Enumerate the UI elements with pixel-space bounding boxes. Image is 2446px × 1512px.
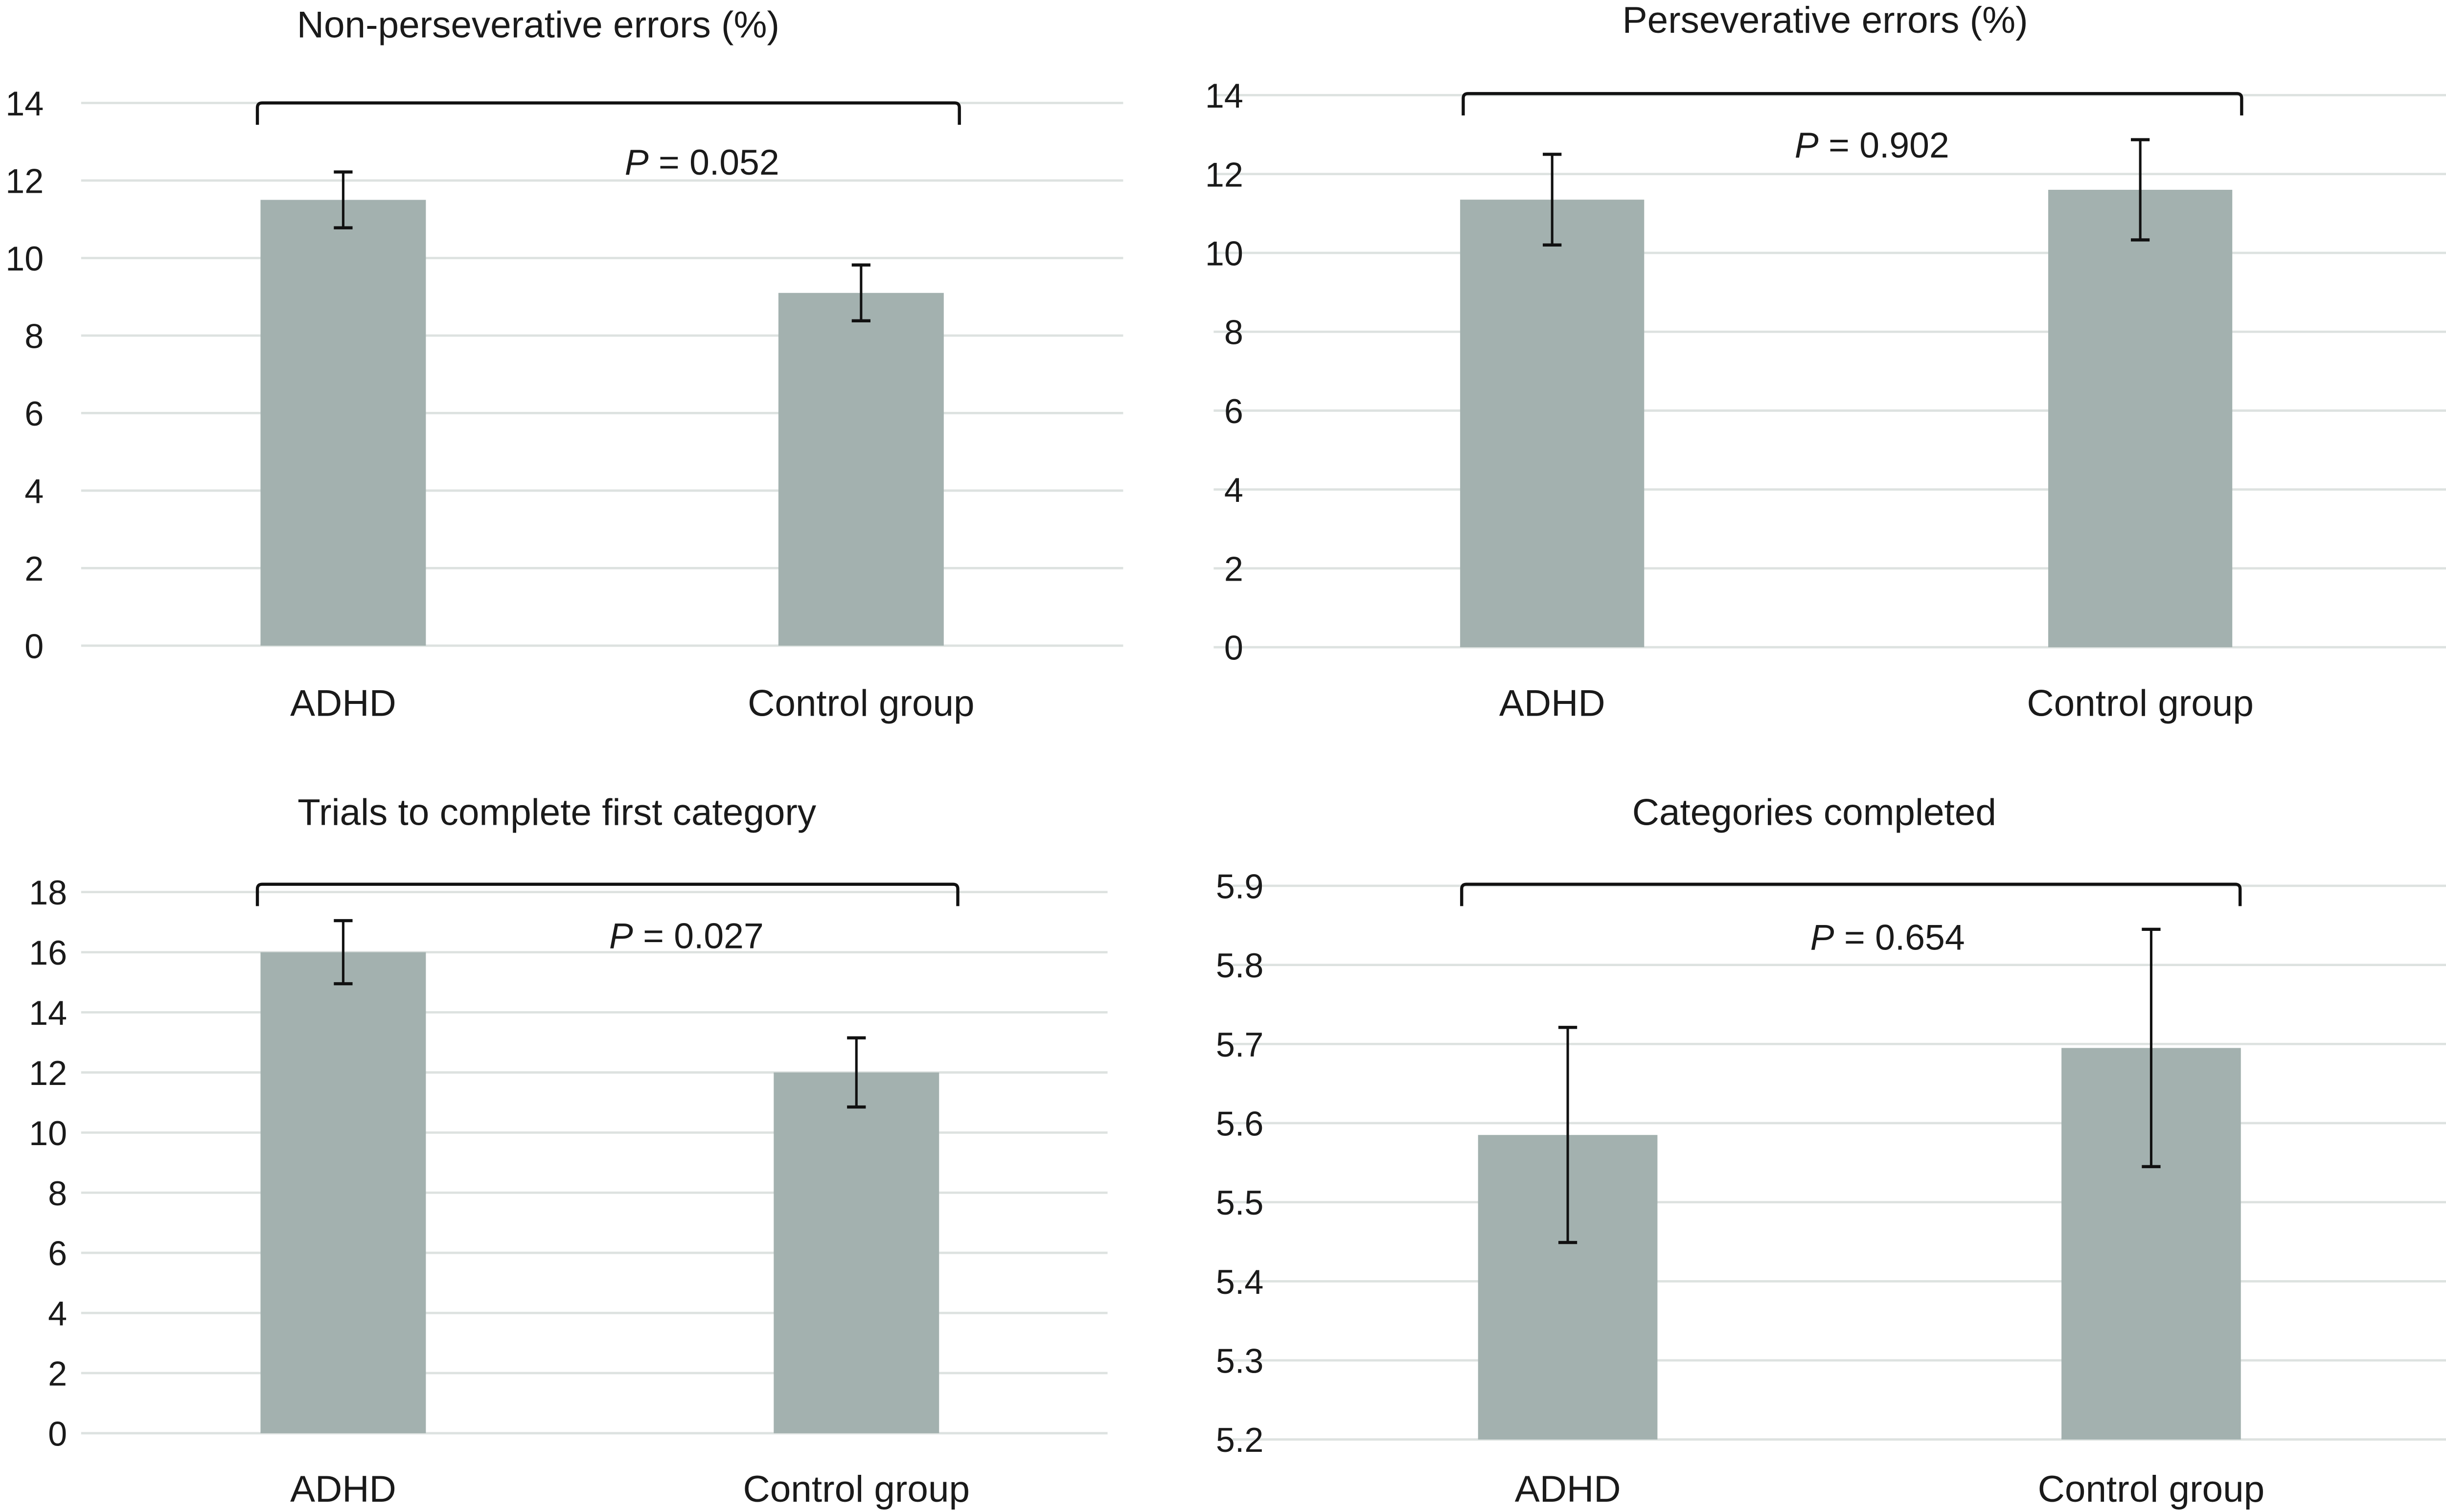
error-bar xyxy=(334,170,353,229)
x-category-label: Control group xyxy=(2027,682,2254,724)
x-category-label: ADHD xyxy=(290,1468,396,1510)
p-value-annotation: P = 0.654 xyxy=(1810,918,1965,958)
y-tick-label: 5.5 xyxy=(1216,1184,1263,1222)
significance-bracket xyxy=(255,882,960,906)
chart-panel-1: Non-perseverative errors (%) 0 2 4 6 8 10 12 14 A… xyxy=(5,4,1123,724)
significance-bracket xyxy=(1462,92,2243,115)
y-tick-label: 5.2 xyxy=(1216,1421,1263,1459)
chart-title: Perseverative errors (%) xyxy=(1623,0,2028,41)
y-tick-label: 18 xyxy=(29,874,67,912)
x-category-label: ADHD xyxy=(290,682,396,724)
error-bar xyxy=(2142,927,2161,1169)
bar xyxy=(774,1072,939,1433)
y-tick-label: 4 xyxy=(48,1295,67,1333)
y-tick-label: 5.8 xyxy=(1216,947,1263,985)
y-tick-label: 2 xyxy=(24,550,44,588)
y-tick-label: 2 xyxy=(48,1355,67,1393)
y-tick-label: 4 xyxy=(1224,471,1243,509)
y-tick-label: 12 xyxy=(1205,156,1243,194)
y-tick-label: 10 xyxy=(5,240,44,278)
y-tick-label: 12 xyxy=(5,162,44,200)
x-category-label: Control group xyxy=(748,682,975,724)
error-bar xyxy=(1558,1026,1577,1244)
bar xyxy=(260,200,426,646)
y-tick-label: 0 xyxy=(24,627,44,665)
significance-bracket xyxy=(1460,882,2242,906)
y-tick-label: 4 xyxy=(24,472,44,510)
y-tick-label: 16 xyxy=(29,934,67,972)
p-value-annotation: P = 0.052 xyxy=(625,142,779,182)
error-bar xyxy=(334,919,353,986)
y-tick-label: 5.4 xyxy=(1216,1263,1263,1301)
y-tick-label: 0 xyxy=(1224,629,1243,667)
x-category-label: ADHD xyxy=(1515,1468,1621,1510)
bar xyxy=(260,952,426,1433)
y-tick-label: 2 xyxy=(1224,550,1243,588)
p-value-annotation: P = 0.027 xyxy=(609,916,764,956)
bar xyxy=(778,293,944,646)
y-tick-label: 6 xyxy=(48,1235,67,1273)
x-category-label: Control group xyxy=(2038,1468,2265,1510)
x-category-label: ADHD xyxy=(1499,682,1605,724)
y-tick-label: 8 xyxy=(48,1174,67,1213)
bar xyxy=(2048,190,2233,648)
p-value-annotation: P = 0.902 xyxy=(1795,125,1949,165)
chart-title: Non-perseverative errors (%) xyxy=(297,4,779,46)
y-tick-label: 8 xyxy=(24,317,44,355)
y-tick-label: 6 xyxy=(1224,392,1243,430)
y-tick-label: 12 xyxy=(29,1054,67,1092)
error-bar xyxy=(2130,138,2150,242)
y-tick-label: 5.7 xyxy=(1216,1026,1263,1064)
chart-panel-3: Trials to complete first category 0 2 4 6 8 10… xyxy=(29,792,1108,1510)
error-bar xyxy=(847,1036,866,1109)
chart-panel-4: Categories completed 5.2 5.3 5.4 5.5 5.6 5.7 5.… xyxy=(1216,792,2446,1510)
chart-title: Trials to complete first category xyxy=(297,792,817,834)
significance-bracket xyxy=(255,101,961,125)
y-tick-label: 10 xyxy=(1205,234,1243,272)
y-tick-label: 0 xyxy=(48,1415,67,1453)
bar xyxy=(1460,200,1645,648)
y-tick-label: 6 xyxy=(24,395,44,433)
y-tick-label: 5.6 xyxy=(1216,1105,1263,1143)
y-tick-label: 5.3 xyxy=(1216,1342,1263,1380)
error-bar xyxy=(1543,153,1562,247)
y-tick-label: 5.9 xyxy=(1216,867,1263,905)
chart-title: Categories completed xyxy=(1632,792,1996,834)
y-tick-label: 14 xyxy=(5,85,44,123)
y-tick-label: 8 xyxy=(1224,314,1243,352)
x-category-label: Control group xyxy=(743,1468,970,1510)
error-bar xyxy=(851,263,870,323)
y-tick-label: 14 xyxy=(1205,77,1243,115)
y-tick-label: 14 xyxy=(29,994,67,1032)
chart-panel-2: Perseverative errors (%) 0 2 4 6 8 10 12 14 ADHD C… xyxy=(1205,0,2446,724)
y-tick-label: 10 xyxy=(29,1114,67,1152)
